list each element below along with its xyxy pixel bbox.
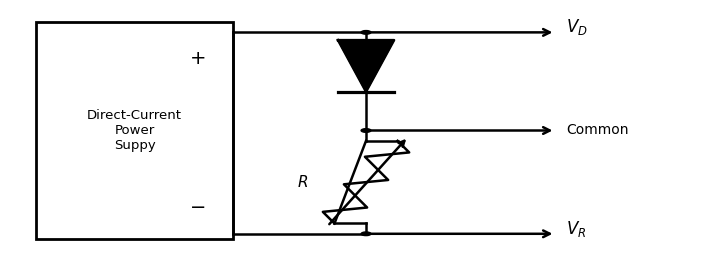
Text: $V_R$: $V_R$ <box>566 219 586 239</box>
Text: Direct-Current
Power
Suppy: Direct-Current Power Suppy <box>87 109 182 152</box>
Circle shape <box>361 31 371 34</box>
Polygon shape <box>338 40 394 92</box>
Circle shape <box>361 232 371 236</box>
Text: $V_D$: $V_D$ <box>566 17 588 37</box>
Bar <box>37 22 233 239</box>
Text: Common: Common <box>566 123 629 138</box>
Circle shape <box>361 129 371 132</box>
Text: +: + <box>189 49 206 68</box>
Text: R: R <box>298 175 308 190</box>
Text: −: − <box>189 198 206 217</box>
